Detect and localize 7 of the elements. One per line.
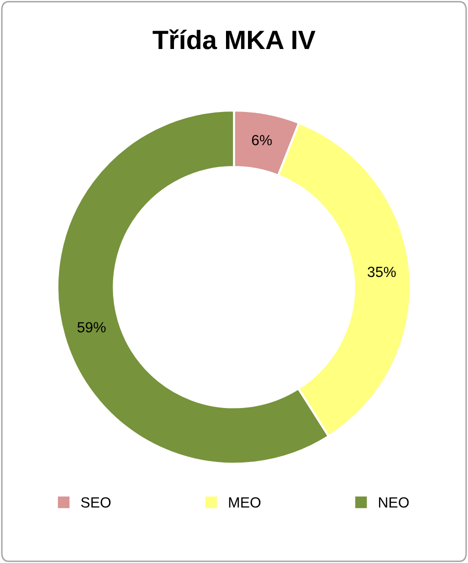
data-label: 59%	[78, 322, 106, 332]
chart-title: Třída MKA IV	[152, 29, 316, 50]
legend-label: NEO	[379, 497, 409, 508]
legend-label: MEO	[229, 497, 260, 508]
data-label: 35%	[368, 266, 396, 278]
data-label: 6%	[252, 134, 272, 146]
legend-label: SEO	[81, 497, 111, 508]
